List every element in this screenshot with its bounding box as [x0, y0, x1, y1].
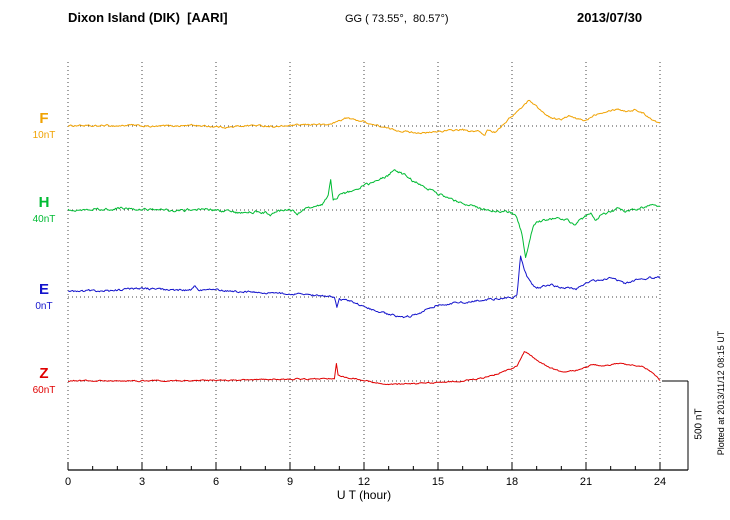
- component-label-h: H: [38, 194, 50, 211]
- geographic-coordinates: GG ( 73.55°, 80.57°): [345, 13, 449, 25]
- component-label-e: E: [38, 281, 49, 298]
- x-tick-label: 18: [505, 476, 519, 488]
- baseline-value-h: 40nT: [32, 214, 56, 225]
- x-tick-label: 15: [431, 476, 445, 488]
- trace-f: [67, 99, 661, 136]
- x-tick-label: 21: [579, 476, 593, 488]
- x-tick-label: 6: [212, 476, 220, 488]
- component-label-f: F: [39, 110, 49, 127]
- x-tick-label: 0: [64, 476, 72, 488]
- baseline-value-e: 0nT: [35, 301, 53, 312]
- plotted-at-note: Plotted at 2013/11/12 08:15 UT: [716, 330, 726, 456]
- trace-e: [67, 255, 661, 319]
- x-tick-label: 9: [286, 476, 294, 488]
- plot-date: 2013/07/30: [577, 10, 643, 25]
- component-label-z: Z: [39, 365, 49, 382]
- scale-bar-label: 500 nT: [693, 408, 705, 440]
- baseline-value-f: 10nT: [32, 130, 56, 141]
- trace-z: [68, 351, 661, 386]
- station-title: Dixon Island (DIK) [AARI]: [68, 10, 228, 25]
- x-tick-label: 12: [357, 476, 371, 488]
- trace-h: [67, 169, 661, 258]
- x-tick-label: 3: [138, 476, 146, 488]
- x-tick-label: 24: [653, 476, 667, 488]
- x-axis-label: U T (hour): [336, 488, 392, 502]
- baseline-value-z: 60nT: [32, 385, 56, 396]
